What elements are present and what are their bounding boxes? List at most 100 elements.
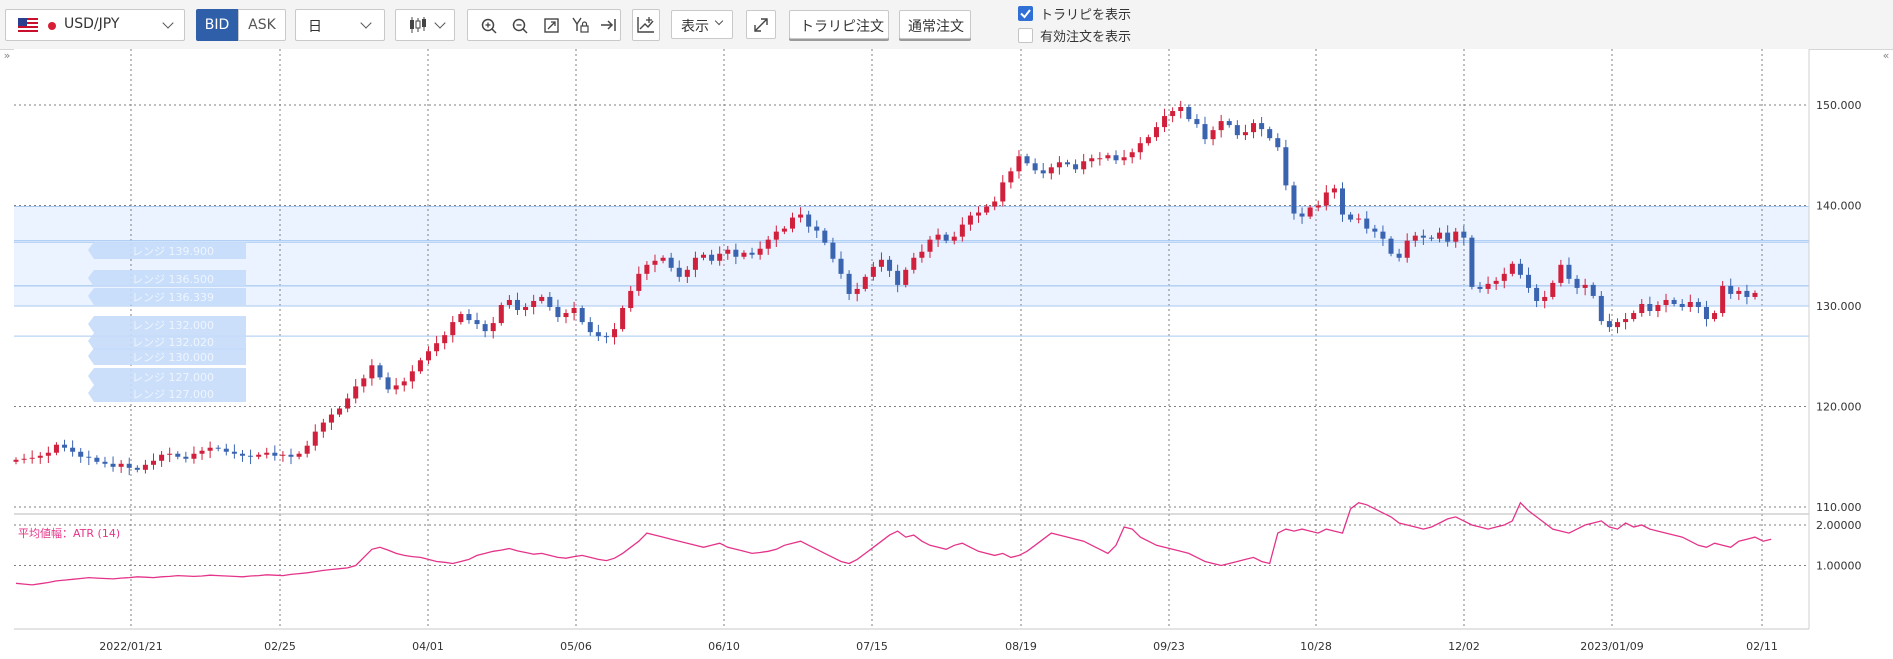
- trailing-order-label: トラリピ注文: [800, 19, 884, 35]
- candle: [1396, 248, 1402, 262]
- candle: [1534, 284, 1540, 308]
- show-trailing-checkbox[interactable]: [1018, 6, 1033, 21]
- show-orders-checkbox[interactable]: [1018, 28, 1033, 43]
- candle: [490, 316, 496, 339]
- candle: [175, 451, 181, 460]
- candle: [1517, 258, 1523, 279]
- time-tick-label: 06/10: [708, 640, 740, 653]
- candle: [369, 359, 375, 386]
- candle: [256, 452, 262, 460]
- ask-button[interactable]: ASK: [238, 9, 286, 41]
- candle: [555, 299, 561, 322]
- collapse-right-icon[interactable]: «: [1882, 49, 1890, 62]
- price-tick-label: 140.000: [1816, 200, 1862, 213]
- timeframe-select[interactable]: 日: [295, 9, 385, 41]
- atr-tick-label: 1.00000: [1816, 560, 1862, 573]
- range-label-tag: [88, 288, 246, 305]
- time-tick-label: 12/02: [1448, 640, 1480, 653]
- range-label-tag: [88, 333, 246, 350]
- price-chart[interactable]: レンジ 139.900 レンジ 136.500 レンジ 136.339 レンジ 132…: [0, 49, 1893, 659]
- scroll-to-latest-icon[interactable]: [601, 19, 616, 31]
- time-tick-label: 2022/01/21: [99, 640, 162, 653]
- candle: [1121, 149, 1127, 166]
- candle: [1218, 114, 1224, 138]
- candle: [717, 246, 723, 266]
- range-label-tag: [88, 316, 246, 333]
- candle: [1137, 137, 1143, 160]
- checkmark-icon: [1020, 9, 1031, 19]
- atr-grid: [14, 524, 1809, 566]
- candle: [102, 456, 108, 468]
- candle: [854, 282, 860, 302]
- candle: [1437, 227, 1443, 243]
- candle: [1299, 207, 1305, 224]
- candle: [45, 446, 51, 464]
- candle: [1485, 276, 1491, 294]
- candle: [272, 445, 278, 461]
- collapse-left-icon[interactable]: »: [3, 49, 11, 62]
- candle: [976, 206, 982, 223]
- range-label: レンジ 127.000: [132, 371, 214, 384]
- candle: [377, 362, 383, 380]
- zoom-out-icon[interactable]: [512, 18, 528, 34]
- candle: [425, 346, 432, 364]
- candle: [1145, 134, 1151, 146]
- candle: [385, 372, 391, 394]
- price-tick-label: 110.000: [1816, 501, 1862, 514]
- range-label-tag: [88, 242, 246, 259]
- candle: [110, 456, 116, 472]
- candle: [911, 252, 917, 274]
- candle: [1210, 126, 1216, 146]
- range-label-tag: [88, 270, 246, 287]
- bid-button[interactable]: BID: [196, 9, 238, 41]
- candle: [1736, 287, 1742, 301]
- symbol-select[interactable]: USD/JPY: [5, 9, 185, 41]
- fit-screen-icon[interactable]: [544, 18, 559, 33]
- candle: [749, 247, 755, 259]
- candle: [53, 442, 59, 456]
- candle: [951, 231, 957, 245]
- candle: [514, 292, 520, 315]
- add-indicator-button[interactable]: [632, 9, 660, 41]
- candle: [1461, 225, 1467, 245]
- candle: [304, 440, 310, 458]
- candle: [288, 448, 294, 465]
- candle: [1040, 162, 1046, 179]
- candle: [1032, 158, 1038, 175]
- zoom-in-icon[interactable]: [481, 18, 497, 34]
- candle: [417, 357, 423, 374]
- candle: [628, 286, 634, 312]
- add-indicator-icon: [637, 17, 654, 33]
- normal-order-button[interactable]: 通常注文: [899, 10, 971, 39]
- atr-axis-labels: 1.00000 2.00000: [1816, 519, 1862, 573]
- candle: [887, 256, 893, 277]
- candle: [118, 460, 124, 473]
- time-tick-label: 2023/01/09: [1580, 640, 1643, 653]
- candle: [1631, 310, 1637, 322]
- candle: [822, 228, 828, 246]
- range-label: レンジ 127.000: [132, 388, 214, 401]
- price-tick-label: 120.000: [1816, 401, 1862, 414]
- candle: [741, 250, 747, 260]
- chart-type-select[interactable]: [395, 9, 455, 41]
- candle: [927, 235, 933, 258]
- candle: [781, 226, 787, 235]
- candle: [1550, 280, 1556, 300]
- candle: [984, 203, 990, 216]
- candle: [636, 266, 642, 296]
- trailing-order-button[interactable]: トラリピ注文: [789, 10, 889, 39]
- display-dropdown[interactable]: 表示: [671, 10, 733, 39]
- y-axis-lock-icon[interactable]: [572, 17, 589, 33]
- candle: [684, 266, 690, 283]
- candle: [798, 207, 804, 223]
- candle: [191, 446, 197, 464]
- candle: [1073, 159, 1079, 174]
- candle: [838, 251, 844, 279]
- candle: [86, 450, 92, 466]
- candle: [773, 225, 779, 248]
- time-tick-label: 07/15: [856, 640, 888, 653]
- fullscreen-button[interactable]: [746, 10, 776, 39]
- candle: [1283, 139, 1289, 191]
- candle: [94, 455, 100, 465]
- candle: [1404, 233, 1410, 263]
